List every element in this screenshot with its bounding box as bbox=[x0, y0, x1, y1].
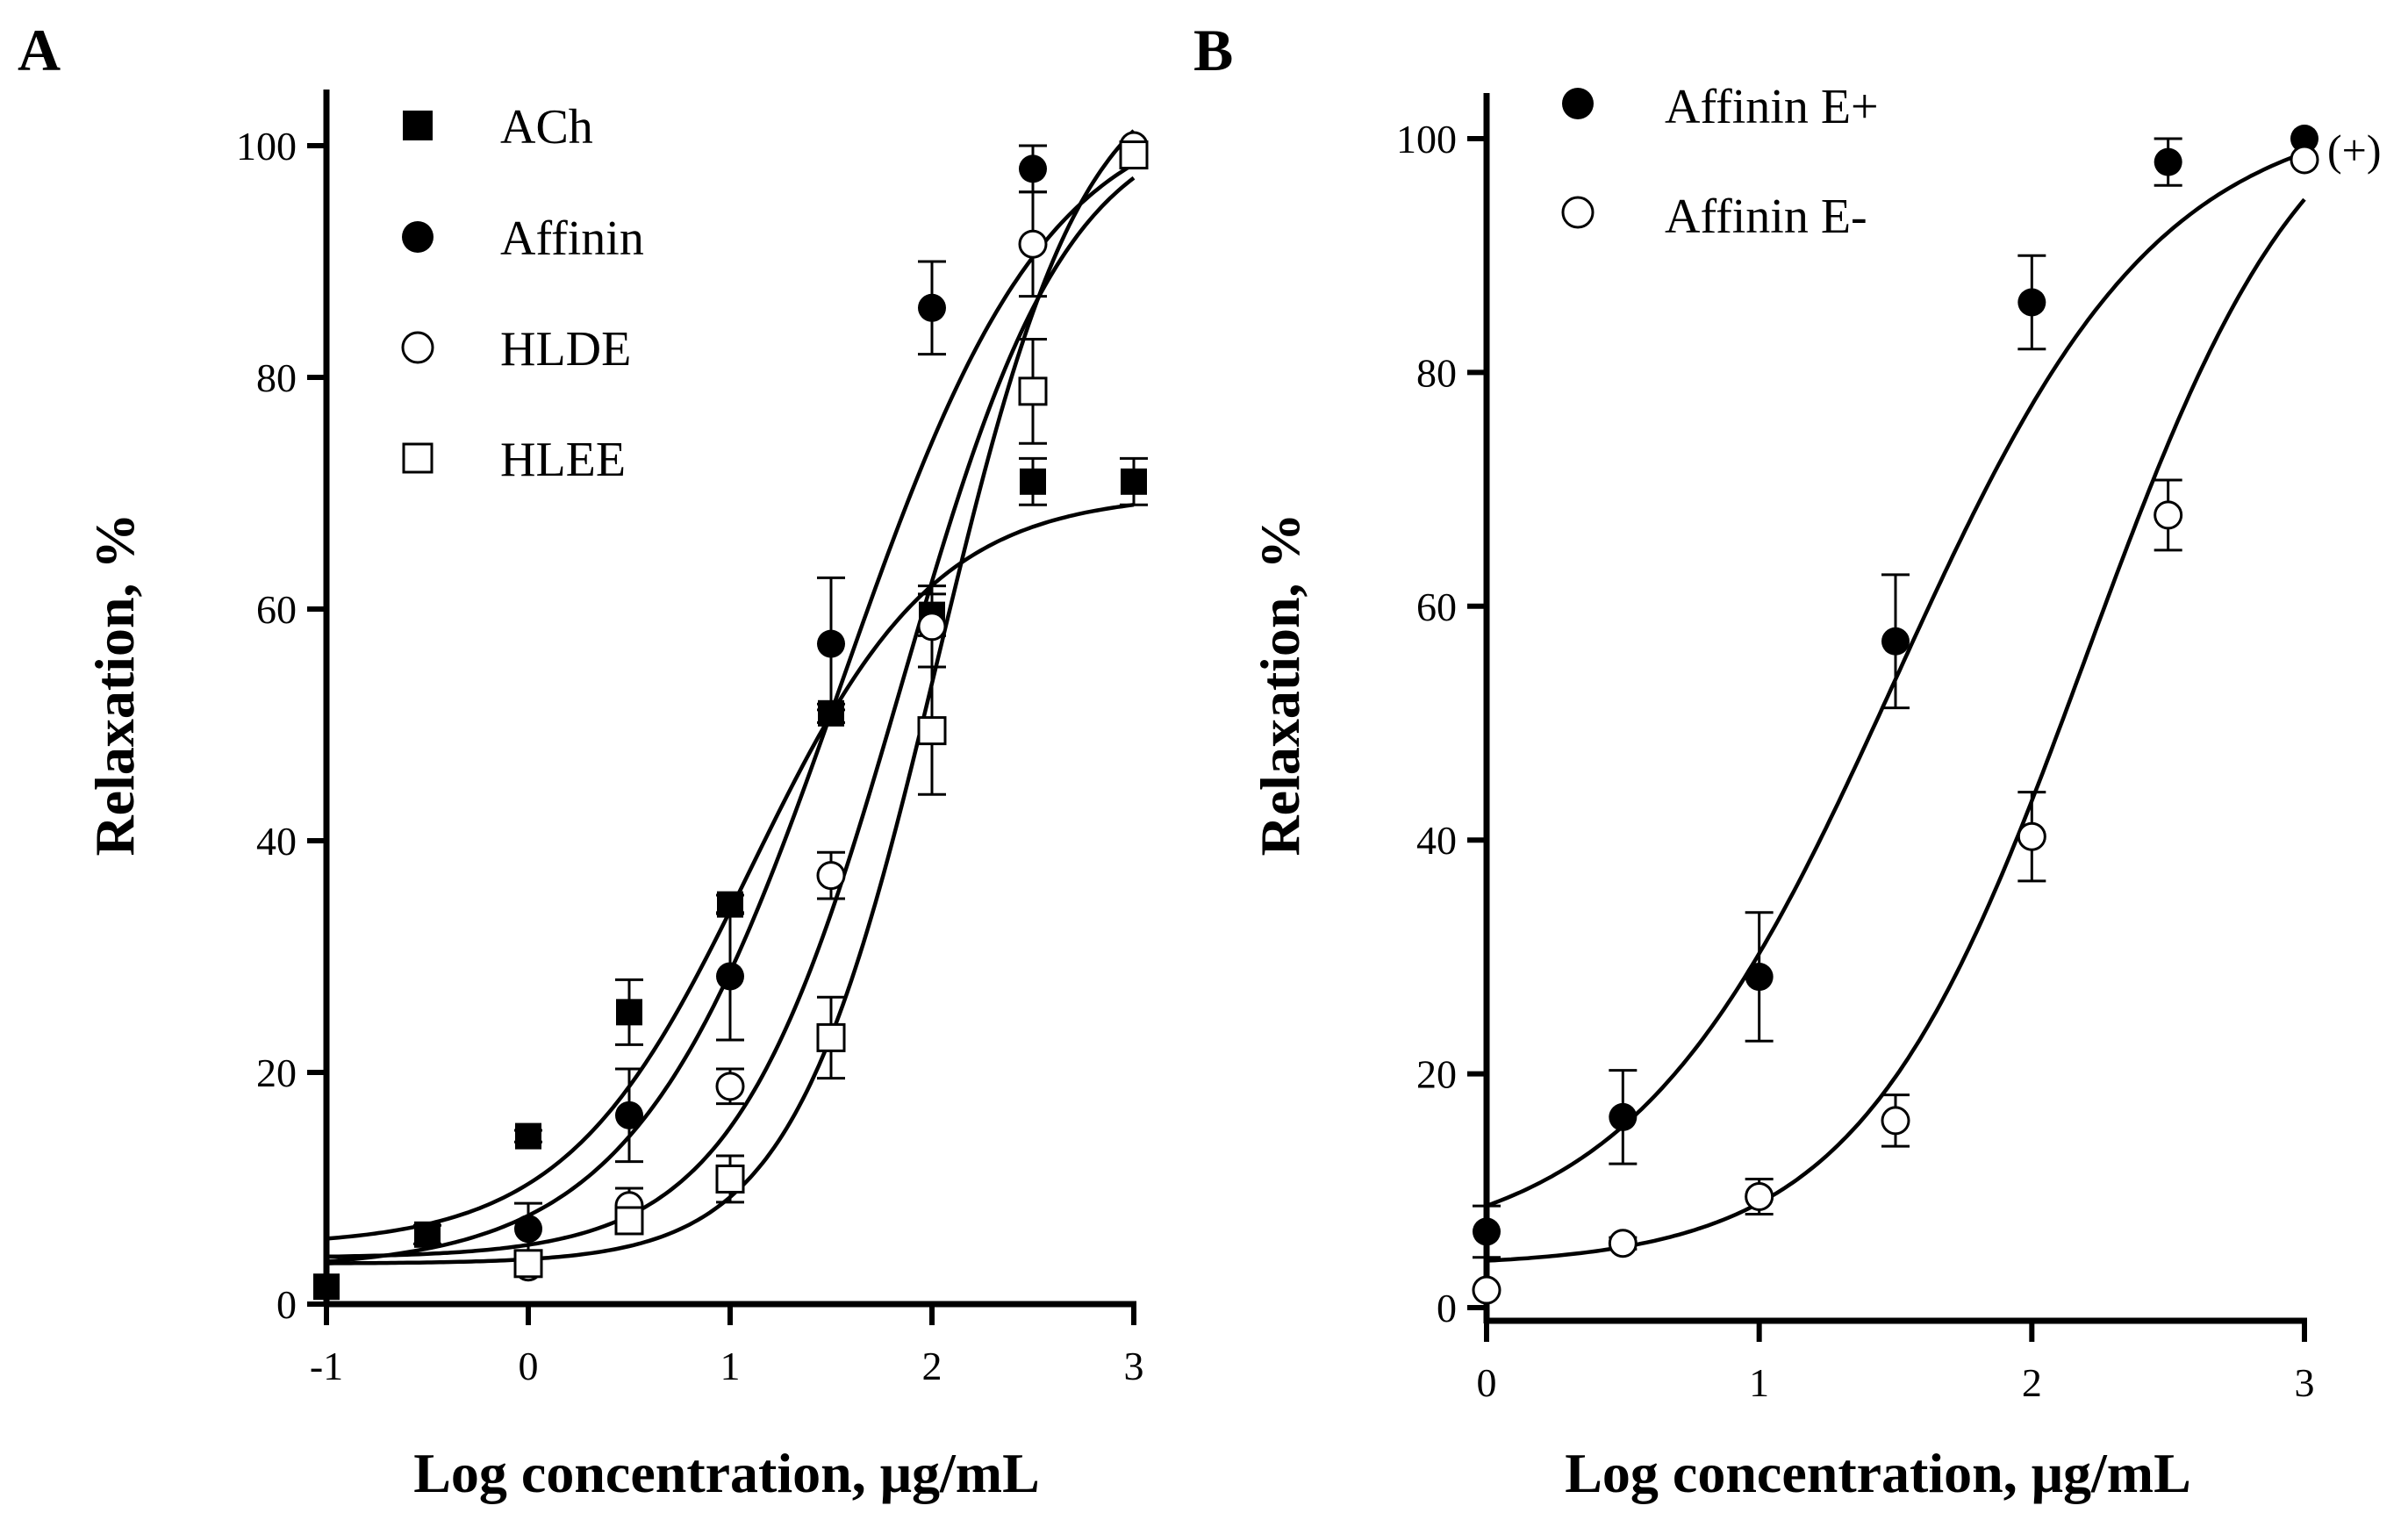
legend-label-affinin-e-plus: Affinin E+ bbox=[1665, 80, 1879, 134]
x-tick-label: 2 bbox=[922, 1344, 942, 1388]
y-tick-label: 60 bbox=[256, 587, 297, 632]
data-point-ach bbox=[616, 999, 642, 1026]
y-tick-label: 20 bbox=[256, 1050, 297, 1095]
open-square-marker-icon bbox=[402, 442, 434, 474]
data-point-hlee bbox=[513, 1249, 543, 1279]
y-tick-label: 100 bbox=[236, 124, 297, 168]
data-point-affinin-e-plus bbox=[2290, 125, 2318, 153]
legend-label-hlee: HLEE bbox=[500, 433, 626, 487]
data-point-hlde bbox=[816, 861, 846, 891]
data-point-hlde bbox=[1018, 229, 1048, 259]
data-point-affinin bbox=[817, 629, 845, 658]
data-point-affinin-e-minus bbox=[1608, 1229, 1638, 1258]
y-tick-label: 60 bbox=[1416, 584, 1457, 629]
data-point-hlee bbox=[614, 1206, 644, 1236]
y-tick-label: 80 bbox=[1416, 350, 1457, 395]
data-point-affinin-e-plus bbox=[1473, 1217, 1501, 1246]
x-tick-label: 1 bbox=[1749, 1360, 1769, 1405]
data-point-ach bbox=[515, 1122, 541, 1150]
y-tick-label: 40 bbox=[256, 819, 297, 864]
data-point-hlee bbox=[715, 1164, 745, 1194]
y-tick-label: 100 bbox=[1396, 117, 1457, 161]
data-point-ach bbox=[1121, 468, 1147, 495]
data-point-affinin-e-minus bbox=[2290, 145, 2319, 175]
data-point-affinin-e-plus bbox=[1881, 627, 1910, 656]
legend-entry-affinin-e-minus: Affinin E- bbox=[1561, 190, 1867, 244]
panel-b: B Relaxation, % Log concentration, μg/mL… bbox=[1193, 17, 2382, 1504]
x-tick-label: 2 bbox=[2022, 1360, 2042, 1405]
panel-a-label: A bbox=[18, 17, 61, 83]
panel-b-label: B bbox=[1193, 17, 1233, 83]
x-tick-label: 0 bbox=[1477, 1360, 1497, 1405]
data-point-affinin bbox=[1019, 154, 1047, 183]
data-point-hlee bbox=[1119, 140, 1149, 170]
x-tick-label: 3 bbox=[2295, 1360, 2315, 1405]
data-point-affinin bbox=[615, 1101, 643, 1129]
x-tick-label: 1 bbox=[720, 1344, 741, 1388]
data-point-ach bbox=[414, 1221, 441, 1248]
data-point-affinin-e-plus bbox=[2154, 147, 2182, 176]
x-tick-label: -1 bbox=[310, 1344, 343, 1388]
filled-square-marker-icon bbox=[403, 111, 433, 140]
y-tick-label: 40 bbox=[1416, 818, 1457, 863]
fit-curve-hlde bbox=[326, 176, 1136, 1259]
open-circle-marker-icon bbox=[401, 331, 434, 364]
legend-entry-affinin-e-plus: Affinin E+ bbox=[1562, 80, 1879, 134]
y-tick-label: 80 bbox=[256, 355, 297, 400]
data-point-affinin bbox=[514, 1215, 542, 1244]
legend-label-hlde: HLDE bbox=[500, 322, 631, 376]
data-point-affinin-e-plus bbox=[2017, 288, 2046, 317]
legend-entry-hlee: HLEE bbox=[402, 433, 626, 487]
legend-entry-affinin: Affinin bbox=[402, 212, 644, 266]
legend-label-ach: ACh bbox=[500, 100, 593, 154]
y-tick-label: 0 bbox=[276, 1282, 297, 1327]
data-point-hlee bbox=[917, 716, 947, 746]
data-point-affinin-e-minus bbox=[2154, 500, 2183, 530]
y-tick-label: 20 bbox=[1416, 1052, 1457, 1097]
data-point-affinin-e-minus bbox=[1881, 1106, 1910, 1136]
data-point-ach bbox=[1020, 468, 1046, 495]
data-point-hlee bbox=[816, 1022, 846, 1052]
data-point-hlde bbox=[917, 612, 947, 642]
data-point-hlee bbox=[1018, 376, 1048, 406]
data-point-affinin bbox=[918, 293, 946, 322]
data-point-affinin-e-minus bbox=[1745, 1181, 1774, 1211]
panel-a-x-axis-title: Log concentration, μg/mL bbox=[413, 1442, 1040, 1504]
panel-b-legend: Affinin E+ Affinin E- bbox=[1561, 80, 1879, 244]
data-point-affinin-e-plus bbox=[1609, 1102, 1638, 1131]
data-point-affinin bbox=[716, 962, 744, 991]
panel-a-data-marks bbox=[313, 131, 1149, 1301]
panel-b-axes: 0 20 40 60 80 100 0 1 2 3 bbox=[1396, 93, 2315, 1405]
legend-label-affinin: Affinin bbox=[500, 212, 644, 266]
data-point-affinin-e-minus bbox=[2017, 821, 2046, 851]
panel-a-y-axis-title: Relaxation, % bbox=[83, 513, 146, 856]
y-tick-label: 0 bbox=[1437, 1286, 1457, 1330]
panel-b-annotation: (+) bbox=[2327, 125, 2382, 175]
legend-entry-hlde: HLDE bbox=[401, 322, 631, 376]
data-point-affinin-e-plus bbox=[1745, 963, 1774, 992]
panel-a: A Relaxation, % Log concentration, μg/mL… bbox=[18, 17, 1149, 1504]
legend-label-affinin-e-minus: Affinin E- bbox=[1665, 190, 1867, 244]
panel-a-legend: ACh Affinin HLDE HLEE bbox=[401, 100, 644, 487]
panel-a-axes: 0 20 40 60 80 100 -1 0 1 2 3 bbox=[236, 90, 1144, 1388]
filled-circle-marker-icon bbox=[1562, 88, 1594, 119]
data-point-hlde bbox=[715, 1072, 745, 1101]
data-point-ach bbox=[313, 1273, 340, 1301]
panel-b-data-marks bbox=[1472, 125, 2319, 1305]
data-point-affinin-e-minus bbox=[1472, 1275, 1501, 1305]
filled-circle-marker-icon bbox=[402, 221, 434, 253]
legend-entry-ach: ACh bbox=[403, 100, 593, 154]
panel-b-y-axis-title: Relaxation, % bbox=[1249, 513, 1311, 856]
open-circle-marker-icon bbox=[1561, 196, 1595, 229]
panel-b-x-axis-title: Log concentration, μg/mL bbox=[1565, 1442, 2191, 1504]
x-tick-label: 0 bbox=[519, 1344, 539, 1388]
x-tick-label: 3 bbox=[1124, 1344, 1144, 1388]
